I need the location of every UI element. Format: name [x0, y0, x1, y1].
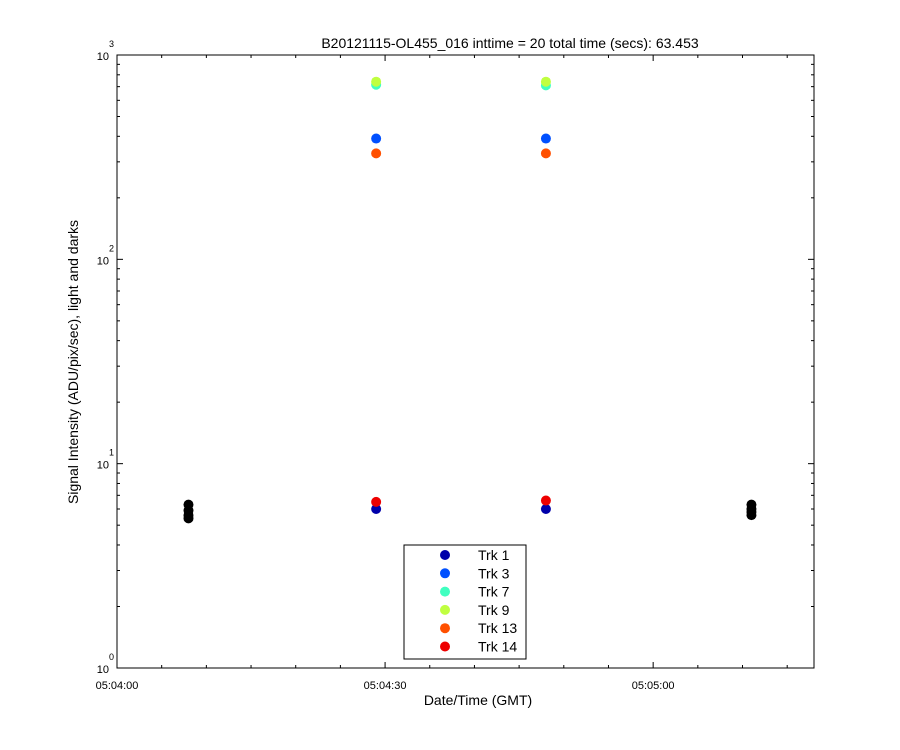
legend-entry-label: Trk 14	[478, 639, 517, 655]
data-points	[183, 76, 757, 524]
data-point-trk-3	[540, 133, 551, 144]
legend-entry-label: Trk 7	[478, 584, 510, 600]
legend-entry-label: Trk 3	[478, 565, 510, 581]
chart-title: B20121115-OL455_016 inttime = 20 total t…	[321, 35, 699, 51]
x-tick-labels: 05:04:00 05:04:30 05:05:00	[96, 680, 675, 692]
legend-marker	[440, 623, 450, 634]
y-axis-label: Signal Intensity (ADU/pix/sec), light an…	[65, 220, 81, 504]
y-tick-label-base: 10	[97, 255, 109, 267]
legend-marker	[440, 641, 450, 652]
x-tick-label: 05:04:00	[96, 680, 139, 692]
data-point-trk-9	[371, 76, 382, 87]
legend-marker	[440, 586, 450, 597]
legend-marker	[440, 550, 450, 560]
y-tick-label-base: 10	[97, 664, 109, 676]
legend: Trk 1 Trk 3 Trk 7 Trk 9 Trk 13 Trk 14	[403, 544, 527, 660]
x-axis-label: Date/Time (GMT)	[424, 692, 532, 708]
dark-point	[746, 510, 757, 521]
legend-entry-label: Trk 9	[478, 602, 510, 618]
legend-box	[403, 544, 527, 660]
dark-point	[183, 513, 194, 524]
data-point-trk-1	[371, 503, 382, 514]
legend-entry-label: Trk 1	[478, 547, 510, 563]
data-point-trk-1	[540, 503, 551, 514]
y-tick-label-base: 10	[97, 51, 109, 63]
data-point-trk-13	[371, 148, 382, 159]
legend-marker	[440, 568, 450, 579]
legend-marker	[440, 604, 450, 615]
y-tick-label-exponent: 1	[109, 448, 114, 458]
x-tick-label: 05:04:30	[364, 680, 407, 692]
y-tick-label-exponent: 0	[109, 652, 114, 662]
data-point-trk-14	[371, 496, 382, 507]
x-tick-label: 05:05:00	[632, 680, 675, 692]
y-tick-label-base: 10	[97, 460, 109, 472]
legend-entry-label: Trk 13	[478, 620, 517, 636]
plot-area-frame	[116, 54, 815, 669]
data-point-trk-3	[371, 133, 382, 144]
data-point-trk-14	[540, 495, 551, 506]
data-point-trk-9	[540, 76, 551, 87]
y-tick-label-exponent: 2	[109, 243, 114, 253]
axis-ticks	[116, 54, 814, 669]
data-point-trk-13	[540, 148, 551, 159]
y-tick-label-exponent: 3	[109, 39, 114, 49]
